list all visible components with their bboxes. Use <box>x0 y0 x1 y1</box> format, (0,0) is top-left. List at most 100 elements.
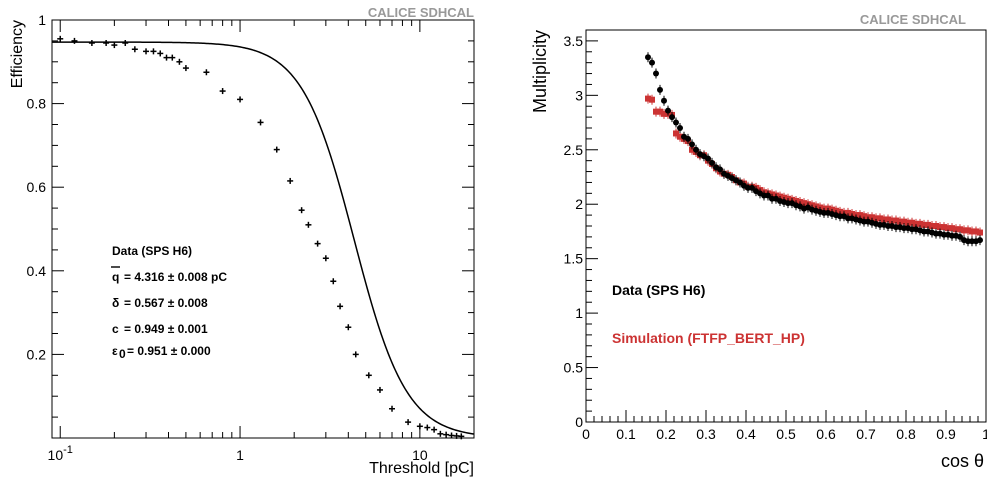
x-tick-label-right: 0.2 <box>656 426 676 442</box>
simulation-point <box>897 218 903 225</box>
legend-line-c: c = 0.949 ± 0.001 <box>112 322 208 336</box>
y-tick-label-right: 2.5 <box>564 142 584 158</box>
x-axis-title-right: cos θ <box>941 451 984 471</box>
simulation-point <box>861 213 867 220</box>
simulation-point <box>937 224 943 231</box>
simulation-point <box>901 218 907 225</box>
x-tick-label-right: 0.4 <box>736 426 756 442</box>
x-tick-label-right: 0.5 <box>776 426 796 442</box>
legend-val-q: = 4.316 ± 0.008 pC <box>124 270 227 284</box>
y-tick-label-left: 0.8 <box>27 96 47 112</box>
x-tick-label-base: 10 <box>48 447 64 463</box>
simulation-point <box>917 220 923 227</box>
legend-sym-delta: δ <box>112 296 119 310</box>
legend-sym-c: c <box>112 322 119 336</box>
legend-val-c: = 0.949 ± 0.001 <box>124 322 208 336</box>
legend-val-eps: = 0.951 ± 0.000 <box>127 344 211 358</box>
simulation-point <box>645 95 651 102</box>
data-point <box>673 119 679 126</box>
simulation-point <box>969 228 975 235</box>
data-point <box>737 179 743 186</box>
x-tick-label-left: 10 <box>412 447 428 463</box>
data-point <box>717 166 723 173</box>
simulation-point <box>649 96 655 103</box>
y-tick-label-left: 1 <box>38 12 46 28</box>
legend-title-left: Data (SPS H6) <box>112 244 192 258</box>
simulation-point <box>977 229 983 236</box>
simulation-point <box>921 221 927 228</box>
y-axis-title-right: Multiplicity <box>530 30 550 113</box>
simulation-point <box>925 221 931 228</box>
simulation-point <box>873 215 879 222</box>
y-tick-label-right: 2 <box>575 196 583 212</box>
tick-labels-left: 10-1 1 100.20.40.60.81 <box>27 12 428 463</box>
y-tick-label-left: 0.2 <box>27 346 47 362</box>
x-tick-label-right: 0.8 <box>896 426 916 442</box>
y-tick-label-right: 0.5 <box>564 360 584 376</box>
simulation-point <box>893 217 899 224</box>
simulation-point <box>965 227 971 234</box>
simulation-point <box>949 225 955 232</box>
collaboration-label-left: CALICE SDHCAL <box>368 5 474 20</box>
data-point <box>705 155 711 162</box>
simulation-point <box>869 214 875 221</box>
simulation-point <box>905 219 911 226</box>
data-point <box>977 237 983 244</box>
legend-val-delta: = 0.567 ± 0.008 <box>124 296 208 310</box>
simulation-point <box>653 108 659 115</box>
simulation-point <box>657 108 663 115</box>
y-axis-title-left: Efficiency <box>9 20 26 88</box>
simulation-point <box>801 200 807 207</box>
x-tick-label-exp: -1 <box>63 444 73 456</box>
y-tick-label-right: 3.5 <box>564 33 584 49</box>
simulation-point <box>677 133 683 140</box>
simulation-point <box>913 220 919 227</box>
efficiency-plot: CALICE SDHCAL 10-1 1 100.20.40.60.81 Thres… <box>9 5 475 477</box>
simulation-point <box>973 228 979 235</box>
data-point <box>649 59 655 66</box>
simulation-point <box>889 217 895 224</box>
y-tick-label-left: 0.4 <box>27 263 47 279</box>
legend-line-eps: ε 0 = 0.951 ± 0.000 <box>112 344 211 361</box>
simulation-point <box>857 212 863 219</box>
y-tick-label-right: 1.5 <box>564 251 584 267</box>
data-point <box>749 184 755 191</box>
x-tick-label-right: 0.6 <box>816 426 836 442</box>
simulation-point <box>945 225 951 232</box>
x-tick-label-right: 0.1 <box>616 426 636 442</box>
y-tick-label-right: 1 <box>575 305 583 321</box>
y-tick-label-right: 3 <box>575 87 583 103</box>
x-tick-label-base: 10 <box>412 447 428 463</box>
simulation-point <box>957 226 963 233</box>
data-points <box>645 52 983 247</box>
simulation-point <box>933 223 939 229</box>
x-tick-label-right: 0.7 <box>856 426 876 442</box>
simulation-point <box>929 223 935 229</box>
fit-line <box>52 41 475 435</box>
data-point <box>653 70 659 77</box>
legend-sym-q: q <box>112 270 119 284</box>
x-axis-title-left: Threshold [pC] <box>369 460 474 477</box>
x-tick-label-base: 1 <box>236 447 244 463</box>
simulation-point <box>661 110 667 117</box>
axis-ticks-left <box>51 19 475 439</box>
simulation-point <box>885 216 891 223</box>
data-point <box>665 107 671 114</box>
data-point <box>645 54 651 61</box>
data-point <box>677 125 683 131</box>
simulation-point <box>953 226 959 233</box>
x-tick-label-right: 0.9 <box>936 426 956 442</box>
x-tick-label-right: 1 <box>982 426 987 442</box>
data-point <box>709 159 715 166</box>
x-tick-label-left: 1 <box>236 447 244 463</box>
x-tick-label-left: 10-1 <box>48 444 73 463</box>
legend-sub-eps: 0 <box>119 347 126 361</box>
y-tick-label-right: 0 <box>575 414 583 430</box>
simulation-point <box>689 146 695 153</box>
data-point <box>689 141 695 148</box>
data-point <box>685 135 691 142</box>
tick-labels-right: 0 0.1 0.2 0.3 0.4 0.5 0.6 0.7 0.8 0.9 1 0 0.5 1 1.5 2 2.… <box>564 33 987 442</box>
legend-line-q: q = 4.316 ± 0.008 pC <box>111 266 227 284</box>
multiplicity-plot: CALICE SDHCAL 0 0.1 0.2 0.3 0.4 0.5 0.6 0.7 0.8 0… <box>530 12 987 471</box>
